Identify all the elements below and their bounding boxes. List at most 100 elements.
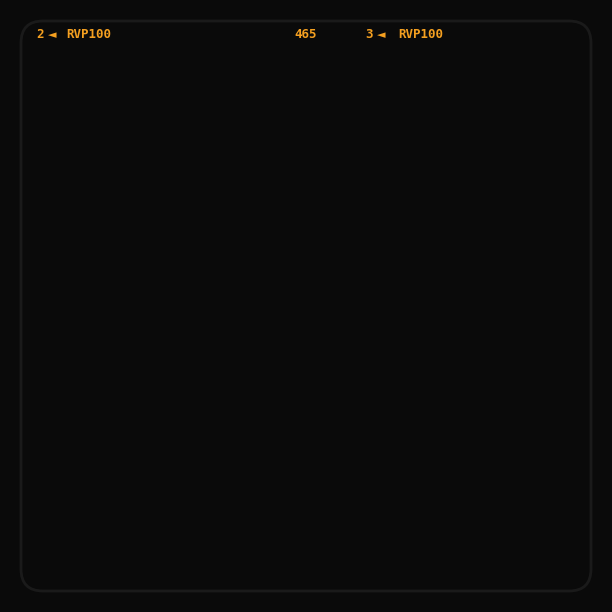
Circle shape — [159, 277, 171, 291]
Text: Front Right Turn
Signal Light
12V 21W: Front Right Turn Signal Light 12V 21W — [24, 124, 70, 140]
Circle shape — [438, 455, 442, 460]
Text: Light Switch: Light Switch — [515, 193, 553, 198]
Circle shape — [485, 75, 490, 81]
Circle shape — [25, 394, 85, 454]
Circle shape — [133, 259, 146, 272]
Bar — [380, 71, 480, 89]
Bar — [322, 414, 338, 434]
Bar — [0, 0, 22, 612]
Circle shape — [119, 371, 129, 381]
Circle shape — [498, 455, 502, 460]
Circle shape — [93, 371, 103, 381]
Bar — [300, 414, 316, 434]
Circle shape — [387, 190, 392, 195]
Text: Meter Lights
12V 3.4W: Meter Lights 12V 3.4W — [24, 248, 61, 259]
Bar — [278, 440, 294, 460]
Circle shape — [70, 353, 80, 363]
Ellipse shape — [480, 0, 612, 592]
Text: Front Light
Parking
Light 3.4W: Front Light Parking Light 3.4W — [24, 184, 56, 200]
Bar — [0, 590, 612, 612]
Text: Front Brake: Front Brake — [516, 184, 552, 188]
Circle shape — [151, 174, 162, 185]
Circle shape — [159, 259, 171, 272]
Circle shape — [538, 462, 602, 526]
Circle shape — [133, 214, 143, 225]
Text: A.C.: A.C. — [562, 507, 578, 517]
Bar — [258, 354, 278, 382]
Text: RVP100: RVP100 — [66, 29, 111, 42]
Circle shape — [193, 165, 198, 170]
Circle shape — [93, 353, 103, 363]
Bar — [0, 0, 612, 22]
Circle shape — [70, 389, 80, 399]
Bar — [22, 22, 590, 50]
Bar — [590, 0, 612, 612]
Circle shape — [151, 201, 162, 212]
Text: 2: 2 — [36, 29, 43, 42]
Circle shape — [119, 389, 129, 399]
Text: 465: 465 — [295, 29, 317, 42]
Bar — [295, 237, 345, 292]
Text: RVP100: RVP100 — [398, 29, 443, 42]
Text: Engine Stop Switch: Engine Stop Switch — [241, 75, 305, 81]
Circle shape — [563, 215, 573, 225]
Circle shape — [133, 187, 143, 198]
Text: 465: 465 — [295, 29, 317, 42]
Circle shape — [387, 165, 392, 170]
Circle shape — [151, 226, 162, 237]
Text: 2: 2 — [36, 29, 43, 42]
Circle shape — [47, 416, 63, 432]
Circle shape — [488, 455, 493, 460]
Text: ◄: ◄ — [377, 30, 386, 40]
Text: Rectifier
6SCI 200: Rectifier 6SCI 200 — [398, 182, 409, 208]
Bar — [370, 34, 488, 132]
Bar — [82, 166, 94, 180]
Circle shape — [91, 130, 119, 158]
Text: RVP100: RVP100 — [67, 29, 112, 42]
Ellipse shape — [0, 490, 612, 612]
Bar — [118, 166, 196, 244]
Bar — [380, 99, 480, 117]
Text: Headlight Switch: Headlight Switch — [248, 103, 305, 109]
Bar — [300, 440, 316, 460]
Circle shape — [63, 102, 147, 186]
Bar — [500, 172, 568, 210]
Ellipse shape — [0, 0, 132, 592]
FancyBboxPatch shape — [22, 22, 590, 590]
Circle shape — [458, 455, 463, 460]
Circle shape — [548, 200, 588, 240]
Circle shape — [133, 201, 143, 212]
Circle shape — [151, 214, 162, 225]
Circle shape — [387, 177, 392, 182]
Bar — [255, 440, 271, 460]
Bar — [344, 440, 360, 460]
Text: ◄: ◄ — [392, 31, 400, 41]
Bar — [278, 414, 294, 434]
Text: Starter Button: Starter Button — [258, 47, 305, 53]
Bar — [344, 414, 360, 434]
Circle shape — [193, 182, 198, 187]
Bar — [322, 440, 338, 460]
Text: ◄: ◄ — [48, 31, 56, 41]
Bar — [285, 354, 305, 382]
Bar — [312, 354, 332, 382]
Text: (European model): (European model) — [201, 49, 411, 69]
Bar — [22, 0, 590, 50]
Bar — [278, 344, 336, 364]
Circle shape — [133, 226, 143, 237]
Bar — [390, 150, 418, 240]
Circle shape — [151, 187, 162, 198]
Circle shape — [133, 277, 146, 291]
Ellipse shape — [0, 0, 612, 122]
Circle shape — [193, 185, 198, 190]
Bar — [52, 342, 144, 410]
Circle shape — [119, 353, 129, 363]
Text: Horn: Horn — [24, 318, 38, 323]
Circle shape — [93, 389, 103, 399]
Circle shape — [133, 296, 146, 308]
Ellipse shape — [0, 0, 612, 592]
Circle shape — [70, 371, 80, 381]
Bar — [118, 252, 196, 320]
Text: 3: 3 — [365, 29, 373, 42]
Circle shape — [485, 48, 490, 53]
